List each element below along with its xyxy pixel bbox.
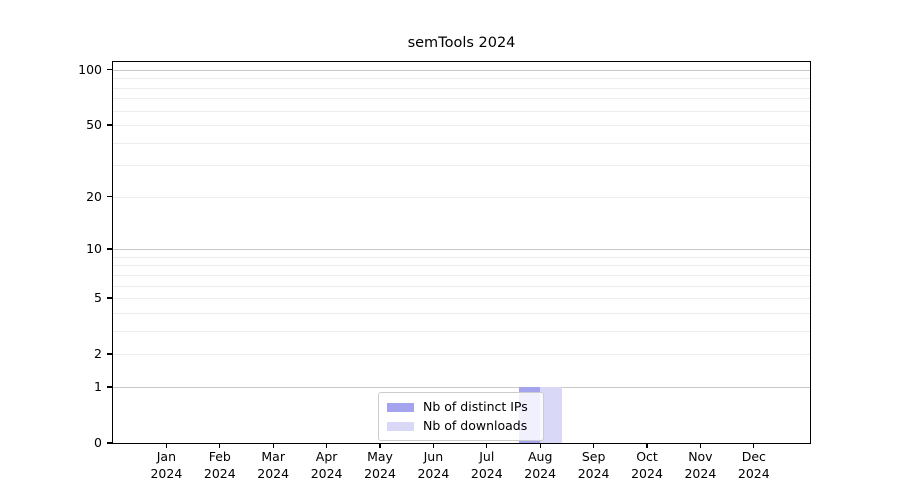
x-tick-mark bbox=[646, 443, 648, 448]
minor-gridline bbox=[113, 196, 810, 198]
minor-gridline bbox=[113, 312, 810, 314]
legend-swatch bbox=[387, 402, 414, 412]
minor-gridline bbox=[113, 354, 810, 356]
minor-gridline bbox=[113, 87, 810, 89]
x-tick-label: Feb 2024 bbox=[203, 449, 236, 481]
y-tick-label: 5 bbox=[94, 290, 102, 306]
x-tick-mark bbox=[753, 443, 755, 448]
y-tick-label: 10 bbox=[86, 241, 102, 257]
x-tick-mark bbox=[432, 443, 435, 448]
x-tick-label: Dec 2024 bbox=[737, 449, 770, 481]
y-tick-label: 0 bbox=[94, 435, 102, 450]
x-tick-mark bbox=[165, 443, 168, 448]
major-gridline bbox=[113, 69, 810, 71]
y-tick-label: 50 bbox=[86, 117, 102, 133]
x-tick-mark bbox=[219, 443, 221, 448]
bar-downloads bbox=[540, 386, 562, 443]
minor-gridline bbox=[113, 265, 810, 267]
x-tick-label: Jul 2024 bbox=[470, 449, 503, 481]
minor-gridline bbox=[113, 125, 810, 127]
x-tick-label: May 2024 bbox=[364, 449, 396, 481]
x-tick-mark bbox=[325, 443, 328, 448]
legend-label: Nb of downloads bbox=[423, 418, 528, 433]
minor-gridline bbox=[113, 274, 810, 276]
y-tick-mark bbox=[107, 124, 112, 126]
x-tick-label: Jan 2024 bbox=[150, 449, 183, 481]
minor-gridline bbox=[113, 330, 810, 332]
y-tick-mark bbox=[107, 196, 112, 198]
y-tick-label: 1 bbox=[94, 378, 102, 394]
y-tick-label: 2 bbox=[94, 346, 102, 362]
y-tick-mark bbox=[107, 353, 112, 355]
x-tick-mark bbox=[379, 443, 381, 448]
x-tick-label: Nov 2024 bbox=[684, 449, 717, 481]
minor-gridline bbox=[113, 256, 810, 258]
minor-gridline bbox=[113, 110, 810, 112]
y-tick-mark bbox=[107, 442, 112, 444]
x-tick-mark bbox=[592, 443, 595, 448]
x-tick-label: Apr 2024 bbox=[310, 449, 343, 481]
x-tick-mark bbox=[699, 443, 702, 448]
chart-title: semTools 2024 bbox=[407, 35, 516, 51]
x-tick-label: Oct 2024 bbox=[631, 449, 663, 481]
minor-gridline bbox=[113, 298, 810, 300]
legend-item: Nb of distinct IPs bbox=[387, 399, 534, 415]
x-tick-mark bbox=[272, 443, 274, 448]
minor-gridline bbox=[113, 165, 810, 167]
x-tick-label: Aug 2024 bbox=[524, 449, 557, 481]
x-tick-label: Jun 2024 bbox=[417, 449, 450, 481]
x-tick-mark bbox=[486, 443, 488, 448]
minor-gridline bbox=[113, 285, 810, 287]
y-tick-mark bbox=[107, 248, 112, 250]
y-tick-label: 100 bbox=[78, 61, 102, 77]
legend: Nb of distinct IPs Nb of downloads bbox=[378, 392, 544, 441]
y-tick-mark bbox=[107, 386, 112, 388]
minor-gridline bbox=[113, 142, 810, 144]
y-tick-label: 20 bbox=[86, 188, 102, 204]
x-tick-label: Mar 2024 bbox=[257, 449, 290, 481]
x-tick-label: Sep 2024 bbox=[577, 449, 610, 481]
y-tick-mark bbox=[107, 297, 112, 299]
major-gridline bbox=[113, 249, 810, 251]
minor-gridline bbox=[113, 98, 810, 100]
minor-gridline bbox=[113, 78, 810, 80]
major-gridline bbox=[113, 386, 810, 388]
legend-swatch bbox=[387, 421, 414, 431]
legend-label: Nb of distinct IPs bbox=[423, 399, 528, 414]
y-tick-mark bbox=[107, 69, 112, 71]
x-tick-mark bbox=[539, 443, 541, 448]
legend-item: Nb of downloads bbox=[387, 418, 534, 434]
